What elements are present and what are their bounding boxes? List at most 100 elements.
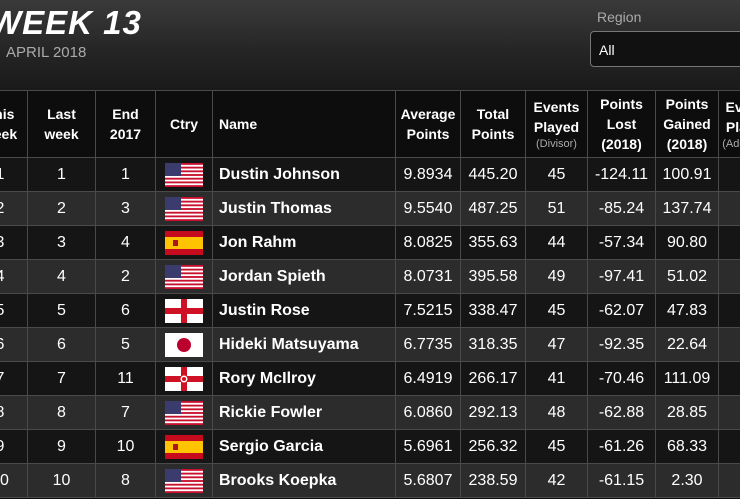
cell: 137.74: [655, 191, 719, 226]
cell: 10: [0, 463, 28, 498]
cell: 9: [0, 429, 28, 464]
flag-cell: [155, 293, 213, 328]
player-name: Jon Rahm: [212, 225, 396, 260]
cell: 5.6807: [395, 463, 461, 498]
player-name: Dustin Johnson: [212, 157, 396, 192]
column-header: Name: [212, 90, 396, 158]
column-header: Events Played (Divisor): [525, 90, 588, 158]
cell: -: [718, 429, 740, 464]
cell: 1: [27, 157, 96, 192]
cell: 6.0860: [395, 395, 461, 430]
flag-cell: [155, 225, 213, 260]
cell: 6: [95, 293, 156, 328]
cell: 3: [95, 191, 156, 226]
flag: [165, 468, 203, 493]
cell: 5: [27, 293, 96, 328]
column-header: Average Points: [395, 90, 461, 158]
header-row: This week Last week End 2017 Ctry Name Average Po…: [0, 90, 740, 158]
header-line: Lost: [606, 116, 637, 132]
cell: 51.02: [655, 259, 719, 294]
cell: 6.4919: [395, 361, 461, 396]
header-note: (Divisor): [536, 138, 577, 150]
cell: -62.07: [587, 293, 656, 328]
header-line: Average: [400, 106, 456, 122]
cell: -: [718, 395, 740, 430]
header-line: Ctry: [169, 116, 198, 132]
cell: 68.33: [655, 429, 719, 464]
header-line: (2018): [601, 136, 642, 152]
cell: 45: [525, 429, 588, 464]
region-select[interactable]: All: [590, 31, 740, 67]
cell: -: [718, 191, 740, 226]
column-header: Last week: [27, 90, 96, 158]
table-row: 223Justin Thomas9.5540487.2551-85.24137.…: [0, 191, 740, 226]
cell: -124.11: [587, 157, 656, 192]
header-line: Events: [725, 99, 740, 115]
cell: 7: [95, 395, 156, 430]
player-name: Sergio Garcia: [212, 429, 396, 464]
cell: 47: [525, 327, 588, 362]
cell: 7.5215: [395, 293, 461, 328]
cell: 90.80: [655, 225, 719, 260]
player-name: Justin Thomas: [212, 191, 396, 226]
flag: [165, 400, 203, 425]
header-note: (Additions): [722, 138, 740, 150]
header-line: Total: [476, 106, 510, 122]
cell: 45: [525, 293, 588, 328]
cell: 2.30: [655, 463, 719, 498]
cell: 51: [525, 191, 588, 226]
cell: -57.34: [587, 225, 656, 260]
player-name: Justin Rose: [212, 293, 396, 328]
cell: 266.17: [460, 361, 526, 396]
flag: [165, 264, 203, 289]
cell: 11: [95, 361, 156, 396]
cell: 318.35: [460, 327, 526, 362]
cell: -: [718, 327, 740, 362]
player-name: Rickie Fowler: [212, 395, 396, 430]
flag-cell: [155, 463, 213, 498]
flag: [165, 230, 203, 255]
table-row: 111Dustin Johnson9.8934445.2045-124.1110…: [0, 157, 740, 192]
header-line: This: [0, 106, 15, 122]
flag-cell: [155, 259, 213, 294]
cell: 2: [0, 191, 28, 226]
flag: [165, 162, 203, 187]
cell: 7: [27, 361, 96, 396]
cell: 5: [95, 327, 156, 362]
table-row: 10108Brooks Koepka5.6807238.5942-61.152.…: [0, 463, 740, 498]
header-line: Points: [600, 96, 643, 112]
cell: 5.6961: [395, 429, 461, 464]
table-row: 7711Rory McIlroy6.4919266.1741-70.46111.…: [0, 361, 740, 396]
cell: 48: [525, 395, 588, 430]
header-line: Gained: [663, 116, 711, 132]
table-body: 111Dustin Johnson9.8934445.2045-124.1110…: [0, 157, 740, 498]
table-row: 887Rickie Fowler6.0860292.1348-62.8828.8…: [0, 395, 740, 430]
cell: -: [718, 463, 740, 498]
header-line: Name: [219, 116, 258, 132]
cell: 4: [0, 259, 28, 294]
cell: 238.59: [460, 463, 526, 498]
flag-cell: [155, 327, 213, 362]
cell: -62.88: [587, 395, 656, 430]
flag: [165, 298, 203, 323]
cell: 7: [0, 361, 28, 396]
header-line: week: [0, 126, 18, 142]
cell: 28.85: [655, 395, 719, 430]
player-name: Brooks Koepka: [212, 463, 396, 498]
player-name: Jordan Spieth: [212, 259, 396, 294]
cell: 6.7735: [395, 327, 461, 362]
header-line: Points: [665, 96, 709, 112]
cell: -: [718, 157, 740, 192]
cell: 8: [95, 463, 156, 498]
flag-cell: [155, 191, 213, 226]
column-header: Ctry: [155, 90, 213, 158]
flag-cell: [155, 361, 213, 396]
table-row: 9910Sergio Garcia5.6961256.3245-61.2668.…: [0, 429, 740, 464]
cell: 6: [27, 327, 96, 362]
cell: 5: [0, 293, 28, 328]
cell: 9.8934: [395, 157, 461, 192]
flag-cell: [155, 157, 213, 192]
header-line: Events: [533, 99, 580, 115]
column-header: End 2017: [95, 90, 156, 158]
